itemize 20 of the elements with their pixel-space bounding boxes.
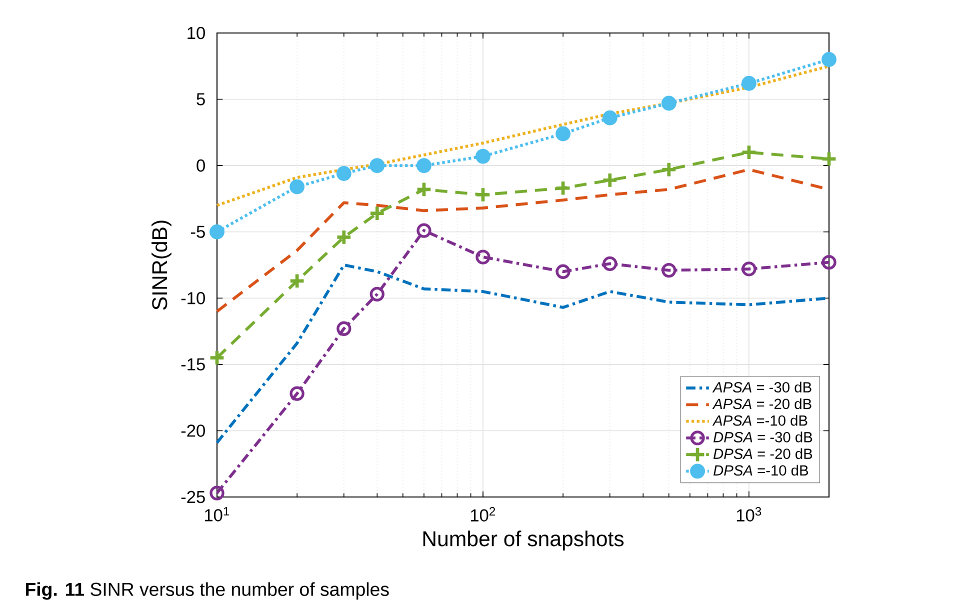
x-tick-label: 10$^{2}$ bbox=[470, 507, 496, 522]
x-tick-label: 10$^{3}$ bbox=[736, 507, 762, 522]
legend-label: DPSA = -30 dB bbox=[713, 432, 812, 442]
legend-label: APSA =-10 dB bbox=[712, 414, 808, 426]
y-tick-label: -10 bbox=[181, 292, 205, 304]
legend-label: DPSA =-10 dB bbox=[713, 464, 808, 476]
text: Fig. 11 SINR versus the number of samples bbox=[26, 582, 389, 600]
legend-label: APSA = -20 dB bbox=[712, 398, 812, 410]
x-axis-title: Number of snapshots bbox=[423, 530, 624, 551]
y-tick-label: -25 bbox=[181, 490, 205, 504]
y-tick-label: -20 bbox=[181, 424, 205, 437]
y-tick-label: 0 bbox=[196, 159, 205, 172]
y-axis-title: SINR(dB) bbox=[152, 220, 172, 310]
y-tick-label: -5 bbox=[190, 226, 205, 238]
x-tick-label: 10$^{1}$ bbox=[204, 507, 230, 522]
y-tick-label: -15 bbox=[181, 358, 205, 370]
y-tick-label: 5 bbox=[196, 93, 205, 106]
legend-label: APSA = -30 dB bbox=[712, 382, 812, 392]
legend-label: DPSA = -20 dB bbox=[713, 448, 812, 459]
y-tick-label: 10 bbox=[188, 26, 205, 40]
